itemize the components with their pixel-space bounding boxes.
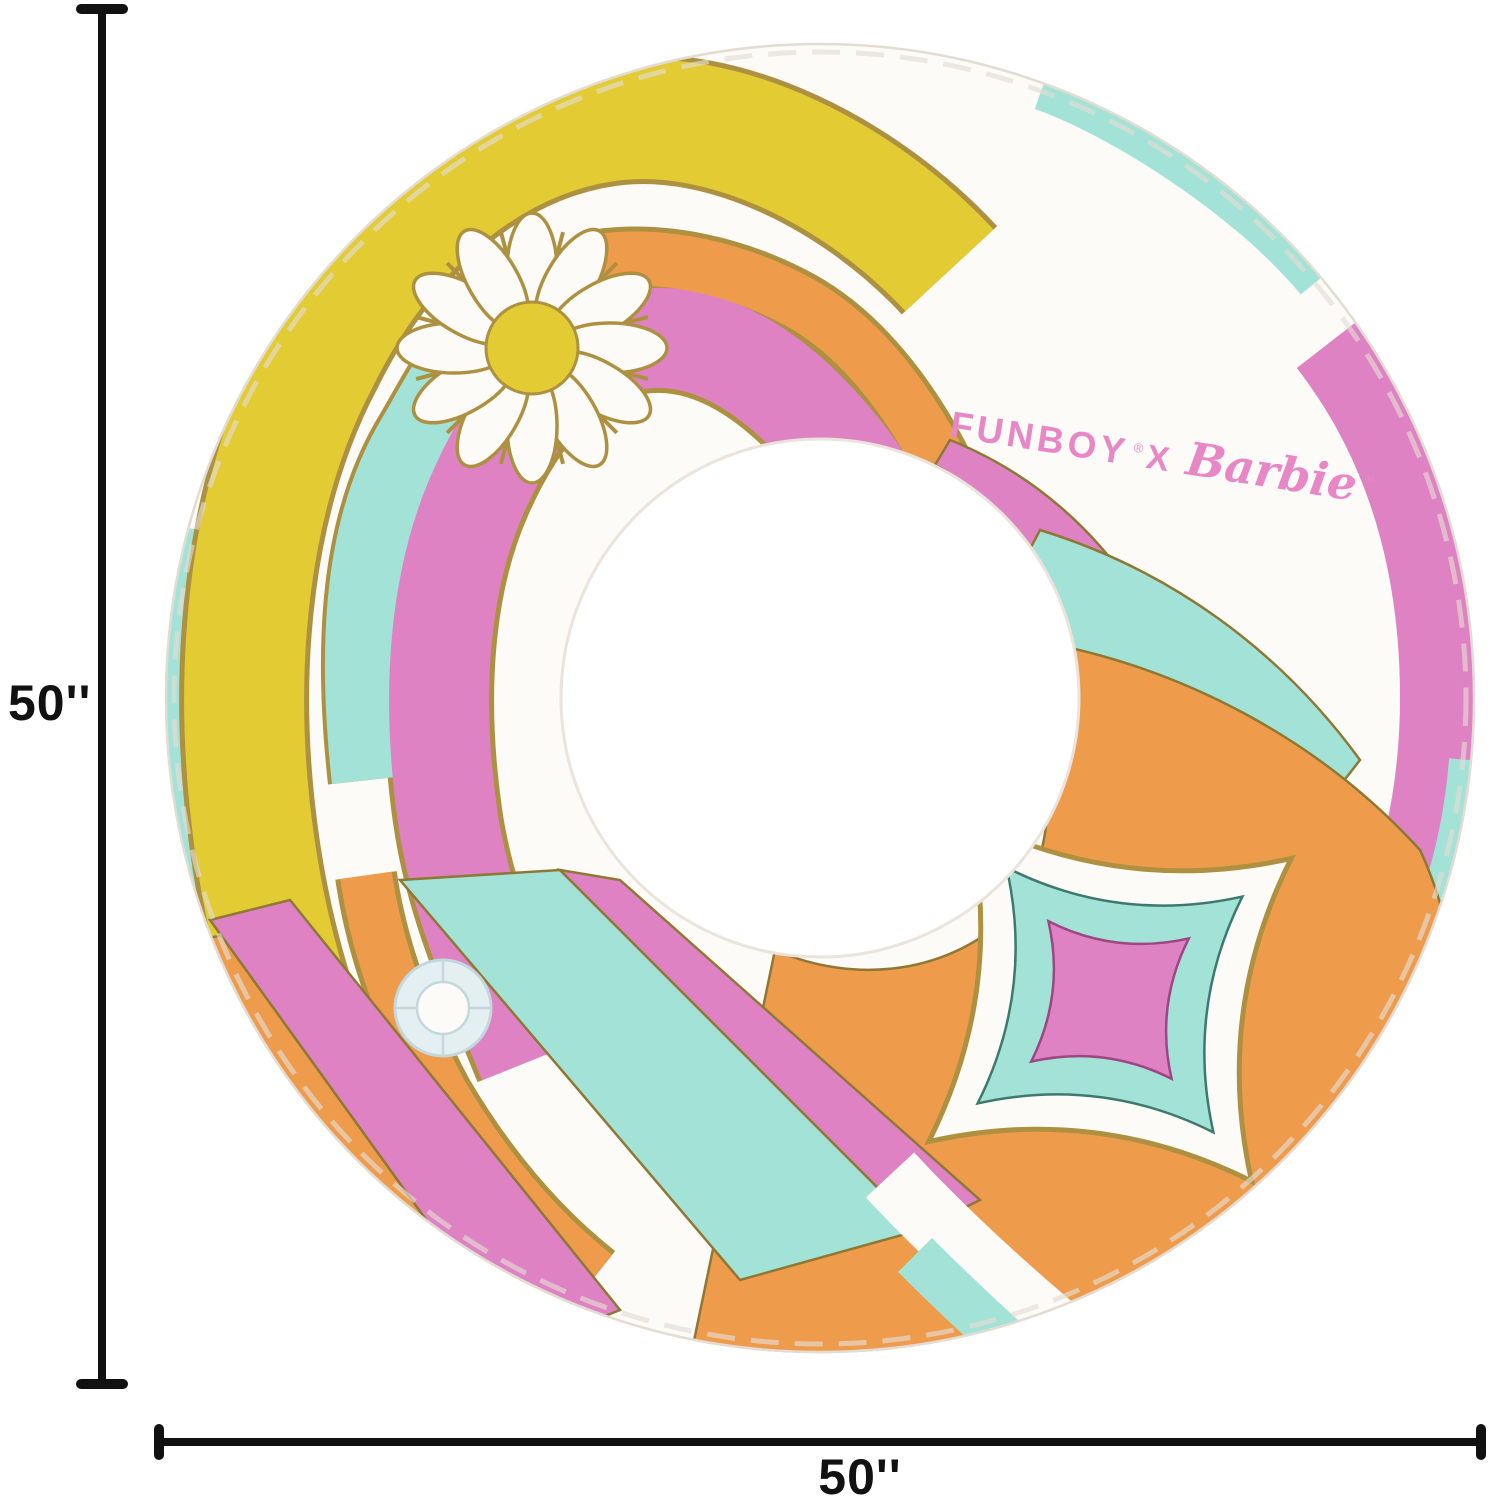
valve [393,958,493,1058]
width-dimension-line [158,1438,1484,1446]
valve-cap [415,980,471,1036]
pink-fan-band-thin [556,868,983,1232]
width-dimension-right-cap [1476,1424,1486,1460]
width-dimension-label: 50'' [818,1449,902,1496]
collab-x: X [1144,438,1190,482]
pink-fan-band [207,898,623,1352]
yellow-band [184,59,994,1141]
diamond-center [1028,918,1192,1082]
daisy-motif [395,211,669,485]
registered-mark: ® [1133,440,1145,456]
weld-seam-scallops [171,49,1469,1347]
daisy-center [484,300,580,396]
float-hole [562,440,1078,956]
height-dimension-bottom-cap [76,1379,128,1389]
height-dimension-label: 50'' [8,675,92,731]
trademark-mark: ™ [1361,472,1376,489]
height-dimension-line [98,8,106,1386]
outer-rim-edge [164,42,1476,1354]
diamond-motif [924,814,1296,1186]
hole-edge [559,437,1081,959]
orange-top-band [594,231,990,527]
